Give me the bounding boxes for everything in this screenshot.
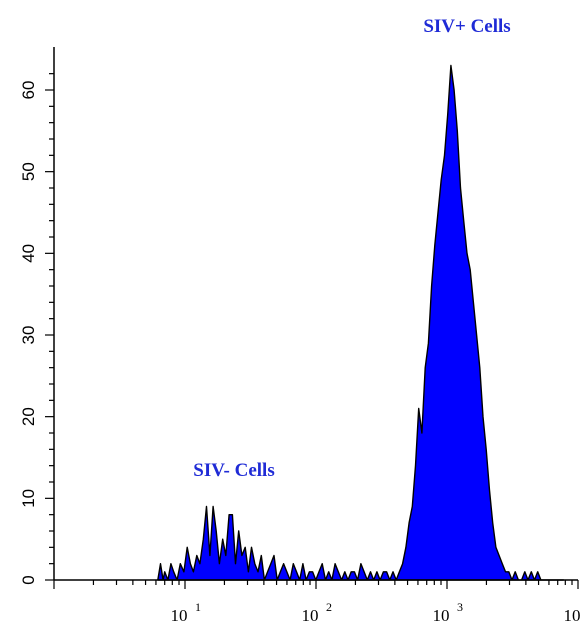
y-tick-label: 30 xyxy=(19,326,38,345)
y-tick-label: 60 xyxy=(19,81,38,100)
y-tick-label: 20 xyxy=(19,407,38,426)
y-tick-label: 0 xyxy=(19,575,38,584)
x-tick-label-exponent: 2 xyxy=(326,600,332,614)
y-tick-label: 40 xyxy=(19,244,38,263)
x-axis: 101102103104 xyxy=(53,579,581,625)
x-tick-label-base: 10 xyxy=(171,606,188,625)
annotation-siv-positive: SIV+ Cells xyxy=(423,16,510,37)
x-tick-label-exponent: 3 xyxy=(457,600,463,614)
histogram-area xyxy=(157,64,565,581)
annotation-siv-negative: SIV- Cells xyxy=(193,460,274,481)
x-tick-label-base: 10 xyxy=(433,606,450,625)
x-tick-label-exponent: 1 xyxy=(195,600,201,614)
y-tick-label: 10 xyxy=(19,489,38,508)
y-tick-label: 50 xyxy=(19,162,38,181)
y-axis: 0 10 20 30 40 50 60 xyxy=(19,47,55,585)
x-tick-label-base: 10 xyxy=(302,606,319,625)
annotations: SIV+ Cells SIV- Cells xyxy=(193,16,510,481)
plot-area xyxy=(157,64,565,581)
x-tick-label-base: 10 xyxy=(564,606,581,625)
